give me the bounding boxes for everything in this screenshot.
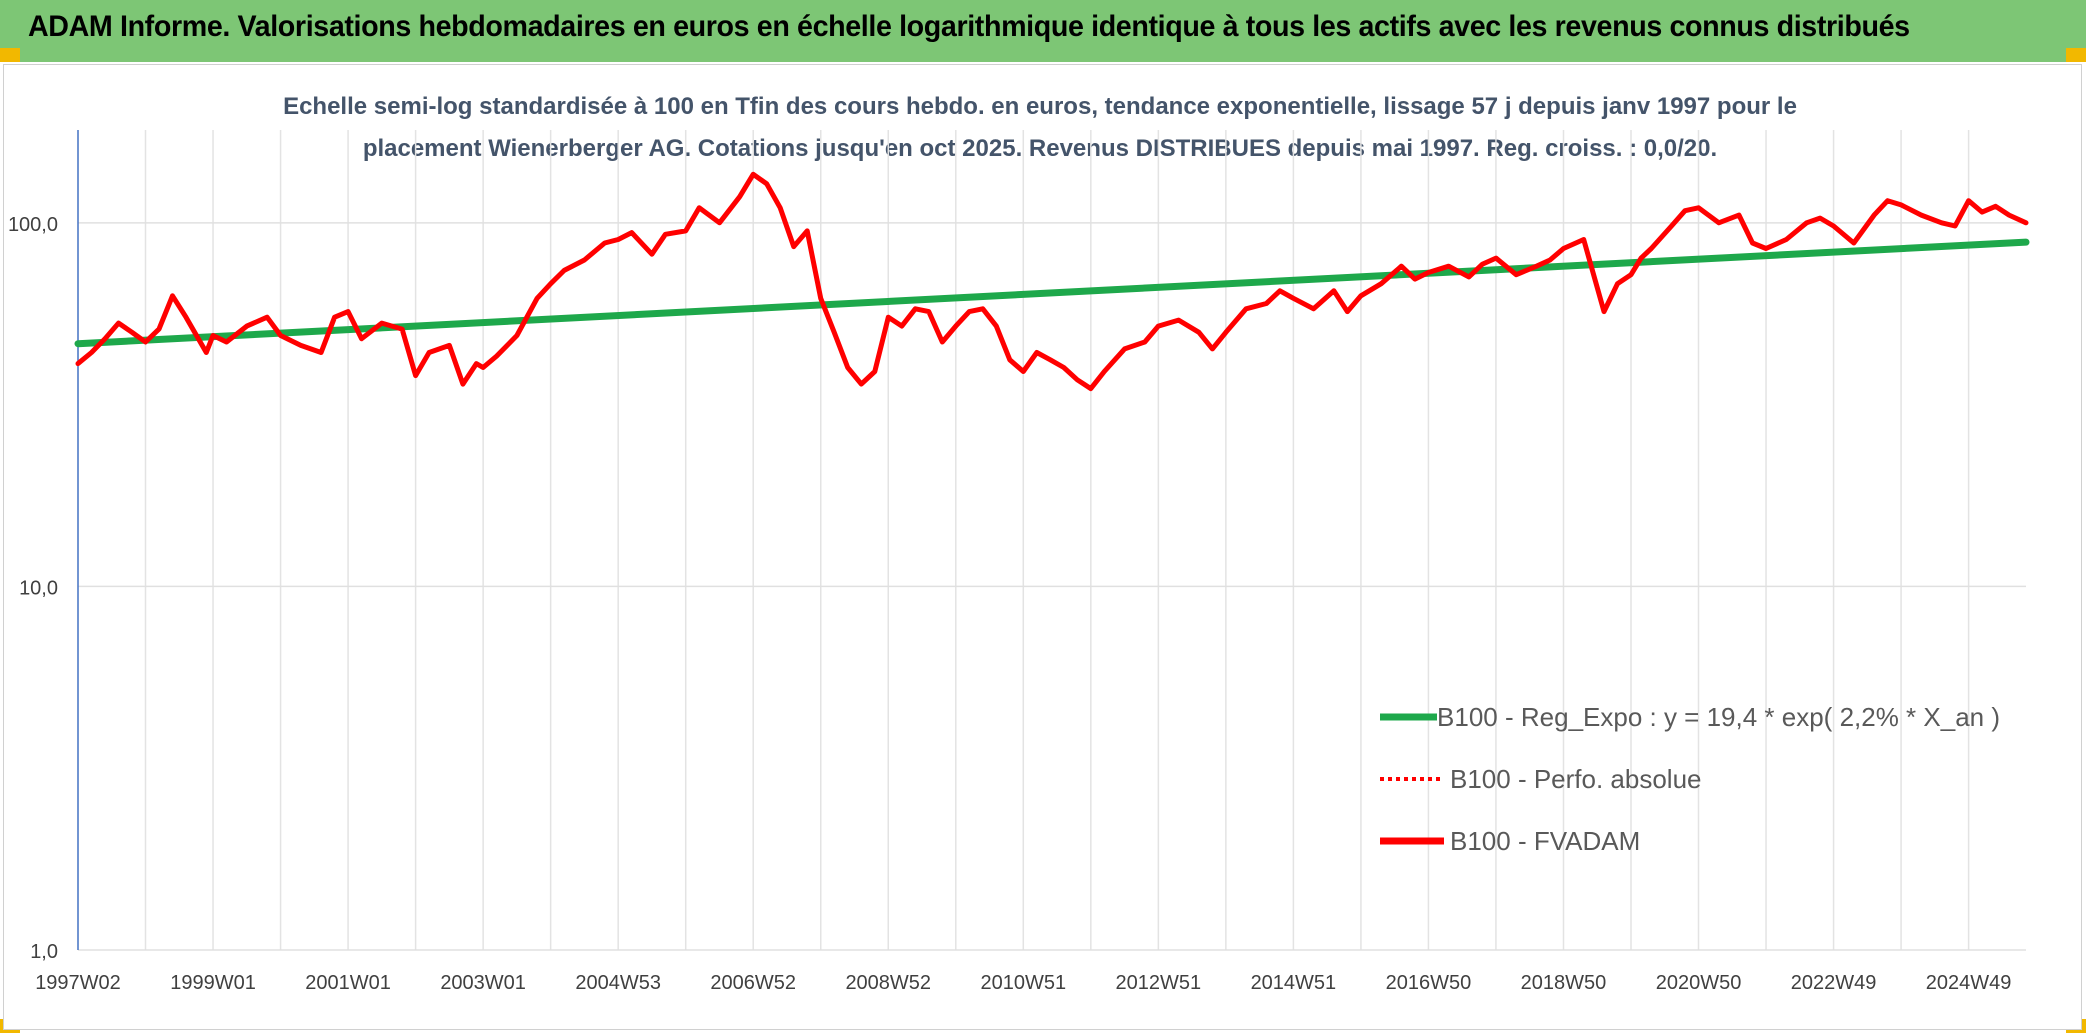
series-line bbox=[74, 238, 2030, 348]
chart-title-line1: Echelle semi-log standardisée à 100 en T… bbox=[283, 93, 1797, 120]
chart-title: Echelle semi-log standardisée à 100 en T… bbox=[240, 86, 1840, 170]
x-tick-label: 2003W01 bbox=[440, 972, 526, 994]
x-tick-label: 2022W49 bbox=[1791, 972, 1877, 994]
x-tick-label: 1999W01 bbox=[170, 972, 256, 994]
x-tick-label: 2018W50 bbox=[1521, 972, 1607, 994]
x-tick-label: 2008W52 bbox=[845, 972, 931, 994]
x-tick-label: 2004W53 bbox=[575, 972, 661, 994]
legend: B100 - Reg_Expo : y = 19,4 * exp( 2,2% *… bbox=[1380, 686, 2000, 872]
x-tick-label: 2010W51 bbox=[980, 972, 1066, 994]
x-tick-label: 2016W50 bbox=[1386, 972, 1472, 994]
x-tick-label: 2012W51 bbox=[1116, 972, 1202, 994]
y-tick-label: 1,0 bbox=[30, 941, 58, 963]
x-tick-label: 2014W51 bbox=[1251, 972, 1337, 994]
legend-swatch-fvadam bbox=[1380, 837, 1444, 845]
legend-item-perfo-absolue: B100 - Perfo. absolue bbox=[1380, 748, 2000, 810]
x-tick-label: 2001W01 bbox=[305, 972, 391, 994]
y-tick-label: 10,0 bbox=[19, 577, 58, 599]
corner-marker bbox=[0, 48, 20, 62]
legend-label-perfo-absolue: B100 - Perfo. absolue bbox=[1450, 763, 1702, 794]
corner-marker bbox=[2066, 48, 2086, 62]
legend-item-fvadam: B100 - FVADAM bbox=[1380, 810, 2000, 872]
y-tick-label: 100,0 bbox=[8, 214, 58, 236]
x-tick-label: 2024W49 bbox=[1926, 972, 2012, 994]
chart-panel bbox=[3, 64, 2082, 1030]
x-tick-label: 2006W52 bbox=[710, 972, 796, 994]
header-bar: ADAM Informe. Valorisations hebdomadaire… bbox=[0, 0, 2086, 62]
legend-label-reg-expo: B100 - Reg_Expo : y = 19,4 * exp( 2,2% *… bbox=[1437, 701, 2000, 732]
legend-swatch-reg-expo bbox=[1380, 713, 1438, 721]
chart-title-line2: placement Wienerberger AG. Cotations jus… bbox=[362, 135, 1718, 162]
legend-item-reg-expo: B100 - Reg_Expo : y = 19,4 * exp( 2,2% *… bbox=[1380, 686, 2000, 748]
legend-swatch-perfo-absolue bbox=[1380, 777, 1444, 781]
axes: 1,0 10,0 100,0 1997W02 1999W01 2001W01 2003W01… bbox=[8, 130, 2011, 994]
page-title: ADAM Informe. Valorisations hebdomadaire… bbox=[28, 10, 1910, 43]
grid bbox=[78, 130, 2026, 951]
x-tick-label: 1997W02 bbox=[35, 972, 121, 994]
legend-label-fvadam: B100 - FVADAM bbox=[1450, 825, 1641, 856]
series-line bbox=[75, 171, 2029, 392]
x-tick-label: 2020W50 bbox=[1656, 972, 1742, 994]
series-lines bbox=[74, 171, 2030, 392]
